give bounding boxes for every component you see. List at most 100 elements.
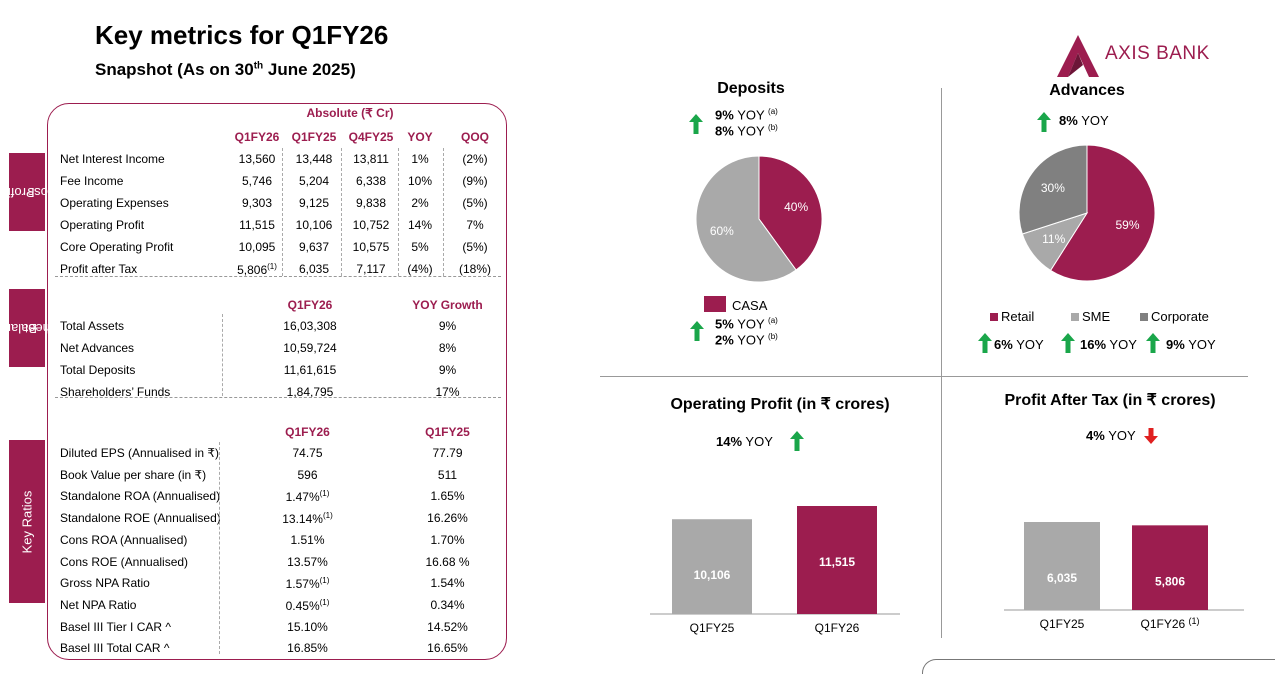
pnl-cell: 13,560: [226, 152, 288, 166]
ratios-cell: 1.47%(1): [270, 489, 345, 504]
pnl-cell: 7%: [452, 218, 498, 232]
pnl-cell: 10,575: [340, 240, 402, 254]
balance-row-label: Total Deposits: [60, 363, 136, 377]
axis-logo-icon: [1057, 35, 1099, 77]
ratios-row-label: Net NPA Ratio: [60, 597, 137, 612]
pnl-cell-value: 10,095: [238, 240, 276, 254]
pnl-row-label: Operating Profit: [60, 218, 145, 232]
category-label: Q1FY26: [815, 621, 860, 635]
legend-yoy-value: 6%: [994, 337, 1013, 352]
pnl-column-header: Q1FY26: [234, 130, 280, 144]
column-divider: [219, 442, 220, 654]
arrow-up-icon: [978, 333, 992, 353]
ratios-row-label: Book Value per share (in ₹): [60, 467, 207, 482]
op-profit-bar-chart: 10,106 Q1FY25 11,515 Q1FY26: [650, 506, 900, 635]
ratios-cell: 596: [270, 468, 345, 482]
pnl-cell: 5,806(1): [226, 262, 288, 277]
arrow-up-icon: [1146, 333, 1160, 353]
ratios-row-label: Gross NPA Ratio: [60, 576, 150, 591]
legend-yoy-word: YOY: [1188, 337, 1216, 352]
balance-row-label: Total Assets: [60, 319, 125, 333]
pnl-cell: 2%: [399, 196, 441, 210]
ratios-cell-value: 511: [437, 467, 458, 482]
arrow-up-icon: [690, 321, 704, 341]
pnl-cell: (9%): [452, 174, 498, 188]
pie-slice: [1018, 144, 1088, 235]
legend-yoy-value: 16%: [1080, 337, 1107, 352]
ratios-cell: 77.79: [410, 446, 485, 460]
pnl-cell-value: 10,575: [352, 240, 390, 254]
pnl-cell: 1%: [399, 152, 441, 166]
ratios-cell: 1.70%: [410, 533, 485, 547]
pat-bar-chart: 6,035 Q1FY25 5,806 Q1FY26 (1): [1004, 522, 1244, 631]
pnl-column-header: Q4FY25: [348, 130, 394, 144]
footnote-mark: (1): [319, 489, 330, 499]
footer-curve: [922, 659, 1275, 674]
ratios-cell: 0.34%: [410, 598, 485, 612]
ratios-cell: 1.57%(1): [270, 576, 345, 591]
arrow-up-icon: [1061, 333, 1075, 353]
pnl-row-label: Net Interest Income: [60, 152, 165, 166]
balance-column-header: Q1FY26: [287, 298, 333, 312]
ratios-cell: 15.10%: [270, 620, 345, 634]
legend-yoy: 16% YOY: [1080, 337, 1137, 352]
casa-legend-label: CASA: [732, 298, 768, 313]
pat-title: Profit After Tax (in ₹ crores): [1004, 392, 1216, 409]
pnl-cell: 5%: [399, 240, 441, 254]
pnl-cell: 5,204: [283, 174, 345, 188]
ratios-cell: 13.14%(1): [270, 511, 345, 526]
page-subtitle: Snapshot (As on 30th June 2025): [95, 60, 356, 79]
footnote-mark: (1): [319, 597, 330, 607]
bar: [672, 519, 752, 614]
ratios-cell-value: 13.14%: [282, 512, 323, 527]
legend-label: Corporate: [1151, 309, 1209, 324]
ratios-cell-value: 1.65%: [430, 489, 465, 504]
logo-text: AXIS BANK: [1105, 43, 1210, 64]
legend-yoy: 6% YOY: [994, 337, 1044, 352]
column-divider: [282, 148, 283, 276]
ratios-cell: 16.26%: [410, 511, 485, 525]
casa-yoy-a: 5% YOY (a): [715, 316, 778, 332]
footnote-mark: (1): [319, 576, 330, 586]
pnl-cell: 10,752: [340, 218, 402, 232]
pnl-cell-value: (5%): [462, 240, 488, 254]
ratios-row-label: Cons ROE (Annualised): [60, 554, 189, 569]
pnl-cell-value: 13,448: [295, 152, 333, 166]
pnl-column-header: YOY: [407, 130, 433, 144]
footnote-mark: (1): [1189, 616, 1200, 626]
pie-slice-label: 40%: [784, 200, 808, 214]
column-divider: [222, 314, 223, 396]
balance-cell: 17%: [435, 385, 460, 399]
ratios-cell: 0.45%(1): [270, 598, 345, 613]
pnl-cell-value: 5%: [411, 240, 429, 254]
footnote-mark: (1): [267, 262, 277, 271]
balance-cell: 16,03,308: [283, 319, 337, 333]
deposits-yoy-b: 8% YOY (b): [715, 123, 778, 139]
balance-cell: 9%: [438, 363, 457, 377]
pnl-cell-value: 6,035: [298, 262, 330, 276]
op-profit-title: Operating Profit (in ₹ crores): [670, 396, 890, 413]
pnl-cell-value: 11,515: [239, 218, 275, 232]
pnl-cell: 9,838: [340, 196, 402, 210]
bar-value-label: 6,035: [1047, 571, 1077, 585]
page-title: Key metrics for Q1FY26: [95, 20, 389, 50]
pnl-cell-value: 7,117: [356, 262, 386, 276]
pnl-cell-value: 14%: [407, 218, 433, 232]
legend-swatch: [1071, 313, 1079, 321]
pnl-cell-value: 2%: [411, 196, 429, 210]
ratios-cell: 13.57%: [270, 555, 345, 569]
balance-row-label: Net Advances: [60, 341, 135, 355]
ratios-cell-value: 1.70%: [430, 532, 465, 547]
ratios-column-header: Q1FY26: [285, 425, 330, 439]
advances-pie-chart: 59% 11% 30%: [1018, 144, 1156, 282]
pnl-column-header: Q1FY25: [291, 130, 337, 144]
ratios-cell: 511: [410, 468, 485, 482]
ratios-cell: 1.54%: [410, 576, 485, 590]
pie-slice: [695, 155, 797, 283]
ratios-row-label: Cons ROA (Annualised): [60, 532, 188, 547]
axis-bank-logo: AXIS BANK: [1055, 33, 1245, 79]
ratios-cell-value: 13.57%: [287, 554, 328, 569]
tab-key-ratios: Key Ratios: [9, 440, 45, 603]
pnl-cell-value: 7%: [466, 218, 484, 232]
pie-slice: [758, 155, 823, 271]
